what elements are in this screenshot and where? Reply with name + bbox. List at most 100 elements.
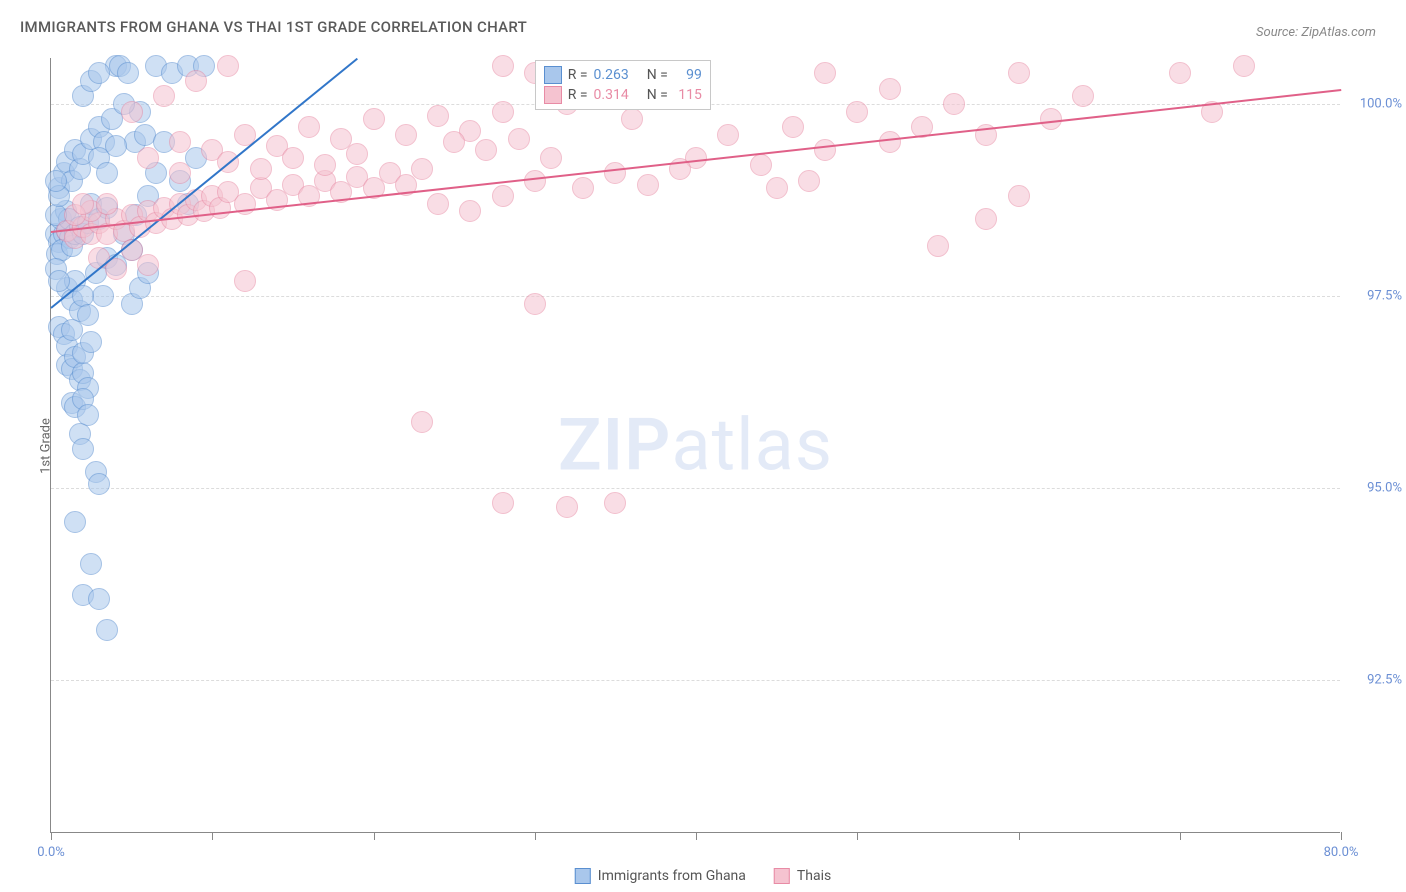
legend-item: Thais [774,868,831,884]
scatter-point [234,270,256,292]
stats-n-label: N = [647,67,668,83]
stats-r-label: R = [568,87,588,103]
scatter-point [363,108,385,130]
scatter-point [96,162,118,184]
stats-n-value: 115 [674,87,702,103]
scatter-point [1169,62,1191,84]
scatter-point [117,62,139,84]
scatter-point [1008,185,1030,207]
stats-r-value: 0.263 [594,67,629,83]
scatter-point [621,108,643,130]
scatter-point [282,147,304,169]
scatter-point [556,496,578,518]
scatter-point [153,85,175,107]
scatter-point [492,492,514,514]
scatter-point [975,208,997,230]
scatter-point [879,131,901,153]
scatter-point [508,128,530,150]
y-tick-label: 97.5% [1347,288,1402,303]
scatter-point [169,162,191,184]
scatter-point [217,55,239,77]
legend-label: Immigrants from Ghana [598,868,746,884]
scatter-point [80,331,102,353]
scatter-point [88,473,110,495]
scatter-point [1233,55,1255,77]
scatter-point [96,619,118,641]
scatter-point [492,185,514,207]
scatter-point [88,588,110,610]
x-tick [535,832,536,840]
legend-swatch [774,868,790,884]
scatter-point [943,93,965,115]
scatter-point [572,177,594,199]
stats-n-label: N = [647,87,668,103]
scatter-point [250,158,272,180]
plot-area: ZIPatlas 92.5%95.0%97.5%100.0%0.0%80.0%R… [50,58,1340,833]
scatter-point [427,193,449,215]
scatter-point [1072,85,1094,107]
stats-box: R =0.263N =99R =0.314N =115 [535,60,711,110]
scatter-point [475,139,497,161]
scatter-point [524,170,546,192]
scatter-point [459,200,481,222]
trendline [50,58,358,309]
scatter-point [766,177,788,199]
legend-swatch [575,868,591,884]
source-label: Source: ZipAtlas.com [1256,25,1376,40]
x-tick [212,832,213,840]
scatter-point [96,193,118,215]
scatter-point [121,101,143,123]
scatter-point [814,62,836,84]
y-gridline [51,488,1340,489]
x-tick-label: 80.0% [1324,845,1359,860]
watermark: ZIPatlas [558,403,833,488]
scatter-point [927,235,949,257]
scatter-point [72,438,94,460]
stats-r-label: R = [568,67,588,83]
scatter-point [798,170,820,192]
scatter-point [137,147,159,169]
scatter-point [88,62,110,84]
stats-swatch [544,66,562,84]
scatter-point [61,319,83,341]
scatter-point [717,124,739,146]
x-tick [857,832,858,840]
scatter-point [298,116,320,138]
trendline [51,89,1341,233]
scatter-point [346,143,368,165]
chart-title: IMMIGRANTS FROM GHANA VS THAI 1ST GRADE … [20,18,527,36]
scatter-point [72,193,94,215]
stats-n-value: 99 [674,67,702,83]
scatter-point [427,105,449,127]
scatter-point [169,131,191,153]
scatter-point [48,270,70,292]
legend-label: Thais [797,868,831,884]
x-tick [1341,832,1342,840]
scatter-point [604,162,626,184]
scatter-point [137,254,159,276]
scatter-point [540,147,562,169]
scatter-point [185,70,207,92]
scatter-point [105,135,127,157]
scatter-point [524,293,546,315]
scatter-point [879,78,901,100]
x-tick [1019,832,1020,840]
scatter-point [1008,62,1030,84]
x-tick-label: 0.0% [37,845,65,860]
scatter-point [492,101,514,123]
scatter-point [492,55,514,77]
scatter-point [64,511,86,533]
y-tick-label: 92.5% [1347,672,1402,687]
scatter-point [814,139,836,161]
stats-row: R = 0.263 N = 99 [544,65,702,85]
legend-item: Immigrants from Ghana [575,868,746,884]
x-tick [696,832,697,840]
scatter-point [846,101,868,123]
scatter-point [314,154,336,176]
scatter-point [782,116,804,138]
x-tick [51,832,52,840]
scatter-point [80,553,102,575]
scatter-point [750,154,772,176]
x-tick [1180,832,1181,840]
scatter-point [92,285,114,307]
